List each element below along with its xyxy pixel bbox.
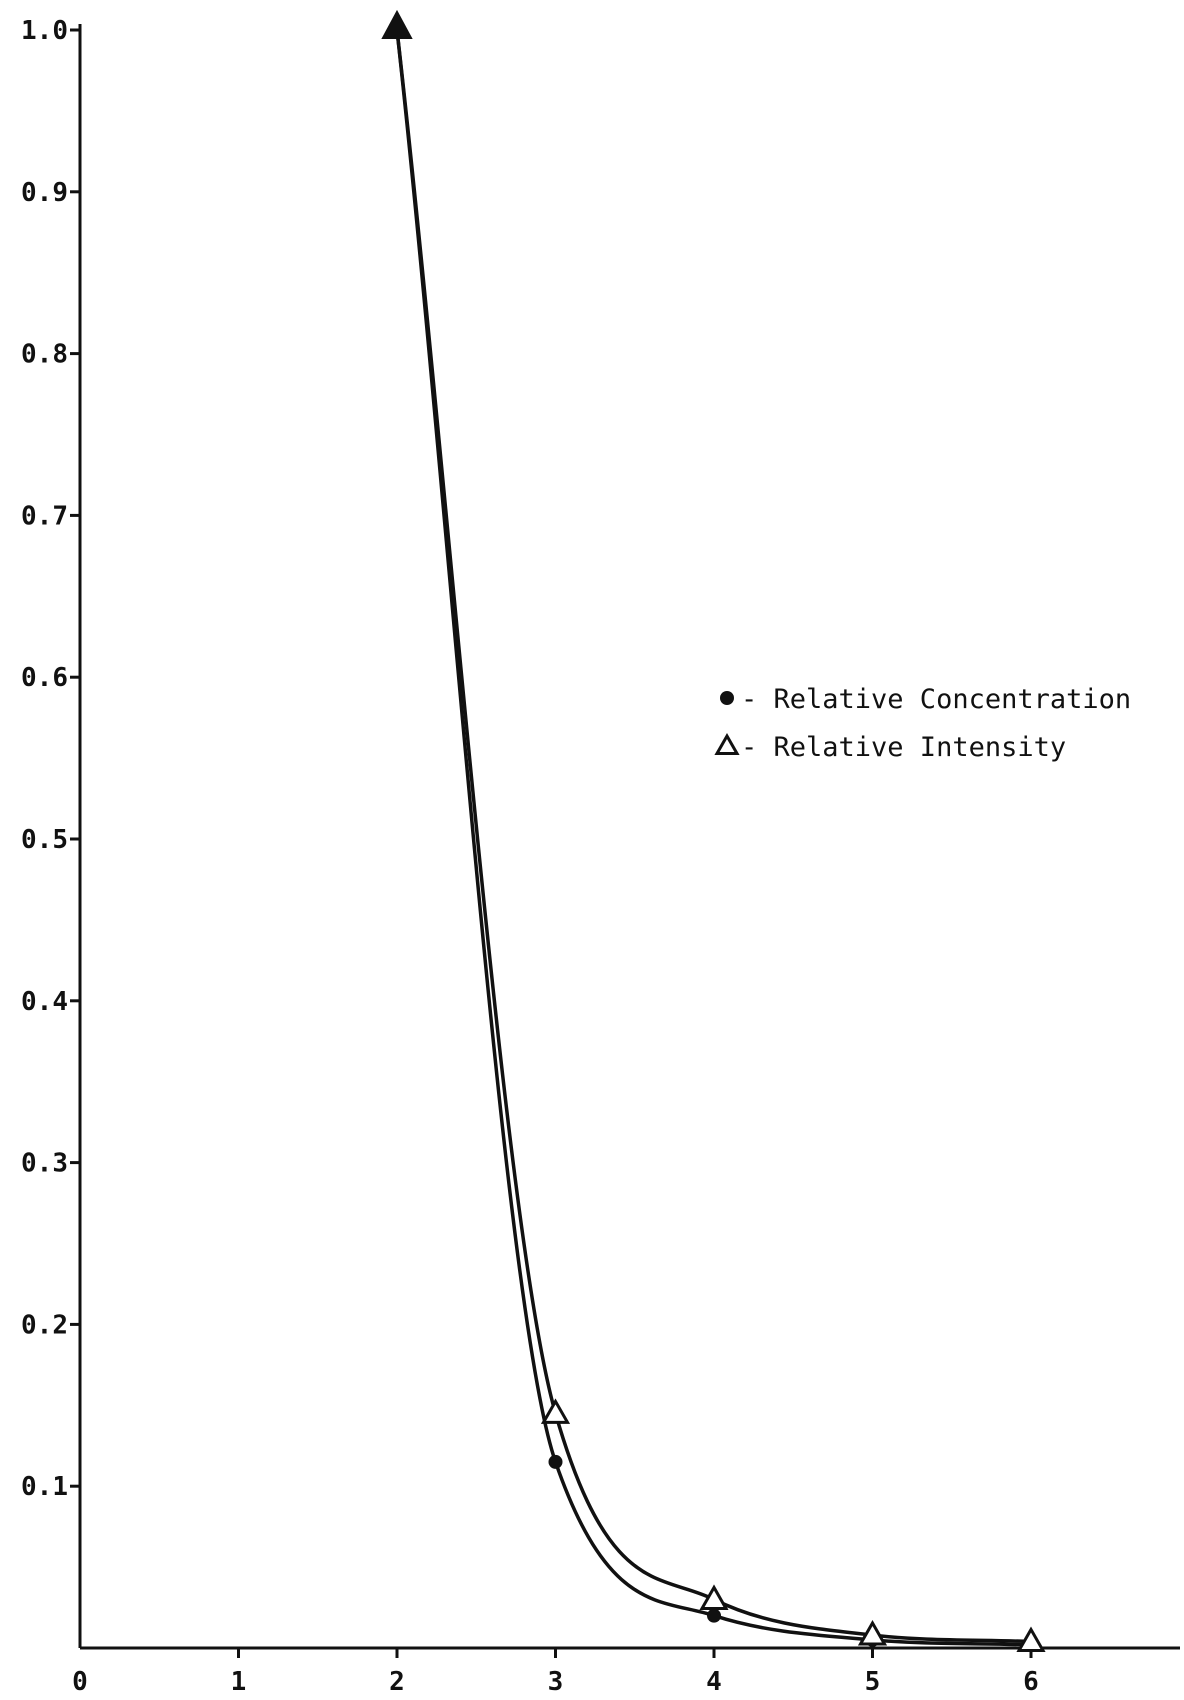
x-tick-label: 5: [865, 1667, 881, 1697]
y-tick-label: 0.3: [21, 1149, 68, 1179]
legend-label: - Relative Concentration: [741, 684, 1131, 715]
data-point-relative-intensity: [381, 9, 413, 39]
x-tick-label: 3: [548, 1667, 564, 1697]
x-tick-label: 1: [231, 1667, 247, 1697]
data-point-relative-intensity: [699, 1584, 729, 1610]
y-tick-label: 0.4: [21, 987, 68, 1017]
y-tick-label: 0.8: [21, 340, 68, 370]
axes: [78, 24, 1180, 1650]
legend-marker: [720, 691, 734, 705]
legend-label: - Relative Intensity: [741, 732, 1066, 763]
series-line-relative-intensity: [395, 29, 1032, 1644]
data-point-relative-intensity: [857, 1620, 888, 1646]
data-point-relative-concentration: [707, 1608, 721, 1623]
legend: - Relative Concentration - Relative Inten…: [714, 684, 1131, 763]
x-tick-label: 0: [72, 1667, 88, 1697]
y-tick-label: 0.2: [21, 1310, 68, 1340]
y-tick-label: 0.9: [21, 178, 68, 208]
x-axis-ticks: 0 1 2 3 4 5 6: [72, 1648, 1039, 1697]
x-tick-label: 4: [706, 1667, 722, 1697]
y-tick-label: 0.5: [21, 825, 68, 855]
series-line-relative-concentration: [395, 29, 1032, 1647]
y-axis-ticks: 0.1 0.2 0.3 0.4 0.5 0.6 0.7 0.8 0.9 1.0: [21, 16, 80, 1502]
y-tick-label: 1.0: [21, 16, 68, 46]
y-tick-label: 0.6: [21, 663, 68, 693]
x-tick-label: 6: [1023, 1667, 1039, 1697]
legend-marker: [714, 732, 740, 755]
x-tick-label: 2: [389, 1667, 405, 1697]
series-lines: [395, 29, 1032, 1647]
data-point-relative-intensity: [540, 1398, 571, 1424]
data-point-relative-intensity: [1016, 1626, 1046, 1653]
y-tick-label: 0.7: [21, 501, 68, 531]
y-tick-label: 0.1: [21, 1472, 68, 1502]
data-point-relative-concentration: [548, 1454, 563, 1469]
series-markers: [381, 9, 1046, 1653]
